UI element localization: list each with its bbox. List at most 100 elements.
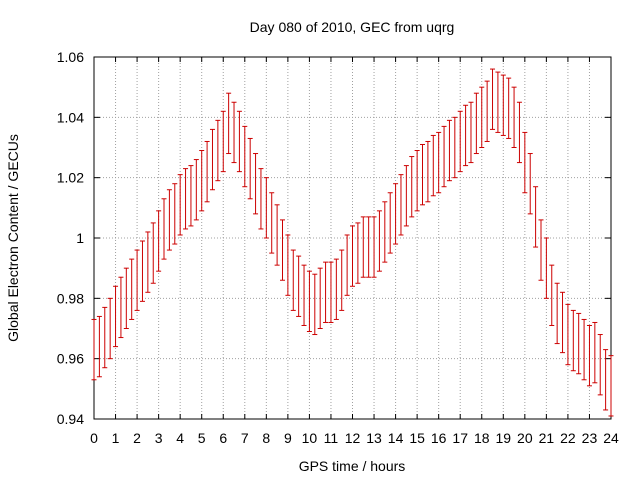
x-tick-label: 12 bbox=[345, 430, 361, 446]
error-bar bbox=[468, 101, 474, 164]
x-tick-label: 24 bbox=[603, 430, 619, 446]
x-tick-label: 1 bbox=[112, 430, 120, 446]
error-bar bbox=[333, 258, 339, 320]
error-bar bbox=[102, 306, 108, 369]
error-bar bbox=[123, 267, 129, 329]
x-axis-label: GPS time / hours bbox=[299, 458, 406, 474]
error-bar bbox=[188, 165, 194, 227]
error-bar bbox=[581, 318, 587, 381]
error-bar bbox=[166, 189, 172, 251]
error-bar bbox=[274, 204, 280, 266]
x-tick-label: 15 bbox=[409, 430, 425, 446]
error-bar bbox=[586, 324, 592, 387]
x-tick-label: 2 bbox=[133, 430, 141, 446]
x-tick-label: 22 bbox=[560, 430, 576, 446]
error-bar bbox=[350, 225, 355, 287]
x-tick-label: 8 bbox=[262, 430, 270, 446]
error-bar bbox=[452, 116, 458, 179]
x-tick-label: 21 bbox=[539, 430, 555, 446]
error-bar bbox=[199, 150, 205, 212]
x-tick-label: 7 bbox=[241, 430, 249, 446]
error-bar bbox=[360, 216, 366, 278]
error-bar bbox=[285, 234, 291, 296]
error-bar bbox=[328, 261, 334, 323]
error-bar bbox=[463, 104, 469, 167]
error-bar bbox=[554, 282, 560, 345]
error-bar bbox=[242, 125, 248, 188]
error-bar bbox=[107, 297, 113, 360]
error-bar bbox=[172, 183, 178, 245]
tick-labels: 0 1 2 3 4 5 6 7 8 9 10 11 12 13 14 15 16 17 18 19 20 21 22 23 24… bbox=[57, 49, 619, 446]
error-bar bbox=[527, 153, 533, 215]
error-bar bbox=[161, 198, 167, 260]
y-tick-label: 0.94 bbox=[57, 411, 84, 427]
error-bar bbox=[371, 216, 377, 278]
x-tick-label: 6 bbox=[219, 430, 227, 446]
data-series bbox=[91, 68, 614, 417]
error-bar bbox=[150, 222, 156, 284]
x-tick-label: 5 bbox=[198, 430, 206, 446]
error-bar bbox=[500, 74, 506, 136]
error-bar bbox=[409, 156, 415, 218]
x-tick-label: 23 bbox=[582, 430, 598, 446]
error-bar bbox=[387, 192, 393, 254]
y-tick-label: 0.98 bbox=[57, 290, 84, 306]
error-bar bbox=[312, 273, 318, 336]
error-bar bbox=[446, 119, 452, 182]
error-bar bbox=[263, 177, 269, 239]
chart-title: Day 080 of 2010, GEC from uqrg bbox=[250, 19, 455, 35]
error-bar bbox=[506, 77, 512, 139]
error-bar bbox=[139, 240, 145, 302]
error-bar bbox=[215, 119, 221, 182]
error-bar bbox=[543, 237, 549, 299]
error-bar bbox=[495, 71, 501, 133]
error-bar bbox=[398, 174, 404, 236]
error-bar bbox=[301, 264, 307, 326]
error-bar bbox=[183, 168, 189, 230]
error-bar bbox=[253, 153, 259, 215]
error-bar bbox=[279, 219, 285, 281]
x-tick-label: 3 bbox=[155, 430, 163, 446]
y-tick-label: 1 bbox=[76, 230, 84, 246]
y-tick-label: 0.96 bbox=[57, 351, 84, 367]
x-tick-label: 18 bbox=[474, 430, 490, 446]
y-axis-label: Global Electron Content / GECUs bbox=[5, 134, 21, 342]
error-bar bbox=[177, 174, 183, 236]
error-bar bbox=[457, 110, 463, 173]
error-bar bbox=[414, 150, 420, 212]
x-tick-label: 14 bbox=[388, 430, 404, 446]
x-tick-label: 9 bbox=[284, 430, 292, 446]
error-bar bbox=[226, 92, 232, 155]
error-bar bbox=[393, 183, 399, 245]
error-bar bbox=[565, 303, 571, 366]
error-bar bbox=[479, 86, 485, 148]
error-bar bbox=[560, 291, 566, 354]
error-bar bbox=[134, 249, 140, 311]
error-bar bbox=[113, 285, 119, 348]
error-bar bbox=[441, 125, 447, 188]
y-tick-label: 1.06 bbox=[57, 49, 84, 65]
error-bar bbox=[484, 80, 490, 142]
error-bar bbox=[220, 110, 226, 173]
error-bar bbox=[129, 258, 135, 320]
error-bar bbox=[420, 143, 426, 206]
error-bar bbox=[511, 86, 517, 148]
error-bar bbox=[570, 309, 576, 372]
x-tick-label: 20 bbox=[517, 430, 533, 446]
error-bar bbox=[91, 318, 97, 381]
error-bar bbox=[403, 165, 409, 227]
error-bar bbox=[473, 92, 479, 155]
error-bar bbox=[317, 267, 323, 329]
y-tick-label: 1.02 bbox=[57, 170, 84, 186]
error-bar bbox=[339, 249, 345, 311]
error-bar bbox=[296, 255, 302, 317]
error-bar bbox=[376, 210, 382, 272]
error-bar bbox=[231, 101, 237, 164]
error-bar bbox=[603, 349, 609, 411]
y-tick-label: 1.04 bbox=[57, 109, 84, 125]
error-bar bbox=[323, 261, 329, 323]
error-bar bbox=[247, 137, 253, 200]
x-tick-label: 19 bbox=[496, 430, 512, 446]
error-bar bbox=[209, 128, 215, 191]
